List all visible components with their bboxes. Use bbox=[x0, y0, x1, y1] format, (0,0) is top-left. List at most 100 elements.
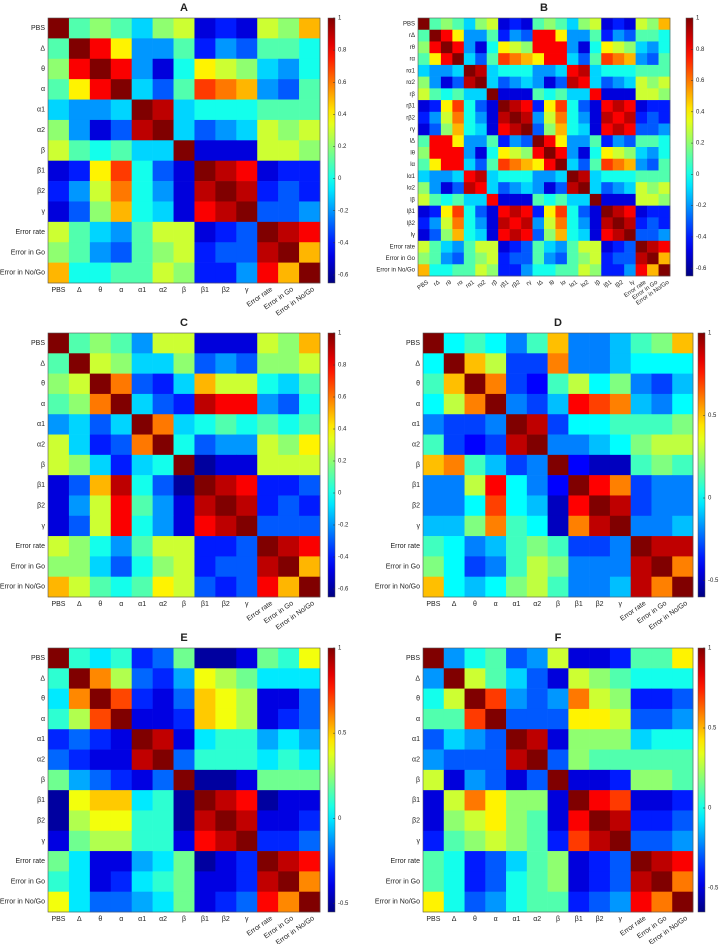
heatmap-border bbox=[417, 17, 671, 277]
heatmap-cell bbox=[547, 749, 569, 771]
heatmap-cell bbox=[526, 668, 548, 689]
heatmap-cell bbox=[521, 135, 533, 148]
heatmap-cell bbox=[278, 891, 300, 913]
heatmap-cell bbox=[278, 688, 300, 710]
heatmap-cell bbox=[544, 76, 556, 89]
heatmap-cell bbox=[589, 373, 611, 395]
colorbar-tick-label: -0.2 bbox=[338, 523, 349, 529]
heatmap-cell bbox=[152, 454, 174, 476]
heatmap-cell bbox=[521, 217, 533, 230]
heatmap-cell bbox=[48, 830, 70, 852]
heatmap-cell bbox=[635, 182, 648, 195]
heatmap-cell bbox=[464, 414, 486, 435]
heatmap-cell bbox=[278, 668, 300, 689]
heatmap-cell bbox=[131, 333, 153, 354]
heatmap-cell bbox=[68, 414, 91, 435]
heatmap-cell bbox=[555, 88, 568, 101]
heatmap-cell bbox=[486, 100, 499, 113]
heatmap-cell bbox=[48, 576, 70, 598]
heatmap-cell bbox=[635, 217, 648, 230]
heatmap-cell bbox=[299, 434, 321, 456]
heatmap-cell bbox=[443, 749, 465, 771]
heatmap-cell bbox=[215, 871, 237, 892]
heatmap-cell bbox=[601, 111, 614, 124]
heatmap-cell bbox=[521, 182, 533, 195]
heatmap-cell bbox=[464, 333, 486, 354]
heatmap-cell bbox=[547, 353, 569, 374]
heatmap-cell bbox=[257, 810, 279, 832]
heatmap-cell bbox=[152, 201, 174, 223]
heatmap-cell bbox=[612, 111, 625, 124]
heatmap-cell bbox=[257, 891, 279, 913]
heatmap-cell bbox=[194, 668, 216, 689]
heatmap-cell bbox=[257, 648, 279, 669]
y-tick-label: Error in Go bbox=[386, 878, 420, 885]
heatmap-cell bbox=[555, 229, 568, 242]
heatmap-cell bbox=[110, 891, 132, 913]
x-tick-label: β2 bbox=[222, 601, 230, 608]
heatmap-cell bbox=[89, 373, 112, 395]
heatmap-cell bbox=[89, 749, 112, 771]
heatmap-cell bbox=[635, 147, 648, 160]
y-tick-label: γ bbox=[42, 208, 46, 215]
heatmap-cell bbox=[601, 170, 614, 183]
heatmap-cell bbox=[532, 29, 545, 42]
heatmap-cell bbox=[110, 708, 132, 730]
heatmap-cell bbox=[555, 217, 568, 230]
heatmap-cell bbox=[509, 18, 522, 31]
heatmap-cell bbox=[463, 264, 476, 277]
heatmap-cell bbox=[475, 240, 488, 253]
heatmap-cell bbox=[443, 373, 465, 395]
heatmap-cell bbox=[89, 475, 112, 496]
heatmap-cell bbox=[547, 576, 569, 598]
y-tick-label: lβ1 bbox=[407, 209, 416, 215]
heatmap-cell bbox=[521, 229, 533, 242]
heatmap-cell bbox=[173, 79, 195, 100]
heatmap-cell bbox=[173, 140, 195, 161]
heatmap-cell bbox=[635, 100, 648, 113]
heatmap-cell bbox=[194, 18, 216, 39]
heatmap-cell bbox=[236, 373, 258, 395]
heatmap-cell bbox=[532, 111, 545, 124]
heatmap-cell bbox=[89, 99, 112, 121]
heatmap-cell bbox=[651, 515, 673, 537]
heatmap-cell bbox=[566, 252, 579, 265]
heatmap-cell bbox=[131, 393, 153, 415]
heatmap-cell bbox=[509, 205, 522, 218]
heatmap-cell bbox=[194, 830, 216, 852]
heatmap-cell bbox=[440, 29, 453, 42]
heatmap-cell bbox=[440, 229, 453, 242]
heatmap-cell bbox=[555, 205, 568, 218]
heatmap-cell bbox=[89, 79, 112, 100]
heatmap-cell bbox=[498, 135, 510, 148]
heatmap-cell bbox=[578, 123, 591, 136]
heatmap-cell bbox=[566, 88, 579, 101]
x-tick-label: Δ bbox=[452, 601, 457, 608]
colorbar-tick-label: 0 bbox=[708, 806, 712, 812]
heatmap-cell bbox=[429, 76, 442, 89]
heatmap-cell bbox=[131, 160, 153, 182]
panel-title: E bbox=[180, 632, 187, 644]
x-tick-label: PBS bbox=[51, 601, 65, 608]
heatmap-cell bbox=[152, 668, 174, 689]
heatmap-cell bbox=[194, 99, 216, 121]
heatmap-cell bbox=[568, 393, 590, 415]
heatmap-cell bbox=[475, 123, 488, 136]
heatmap-cell bbox=[463, 205, 476, 218]
heatmap-cell bbox=[475, 170, 488, 183]
heatmap-cell bbox=[589, 769, 611, 791]
heatmap-cell bbox=[464, 373, 486, 395]
heatmap-cell bbox=[547, 871, 569, 892]
heatmap-cell bbox=[68, 99, 91, 121]
heatmap-cell bbox=[443, 576, 465, 598]
y-tick-label: rβ1 bbox=[406, 104, 415, 110]
heatmap-cell bbox=[48, 475, 70, 496]
heatmap-cell bbox=[89, 119, 112, 141]
y-tick-label: α bbox=[41, 401, 45, 408]
heatmap-cell bbox=[544, 240, 556, 253]
heatmap-cell bbox=[236, 790, 258, 811]
heatmap-cell bbox=[299, 99, 321, 121]
heatmap-cell bbox=[278, 414, 300, 435]
heatmap-cell bbox=[651, 373, 673, 395]
heatmap-cell bbox=[630, 393, 652, 415]
